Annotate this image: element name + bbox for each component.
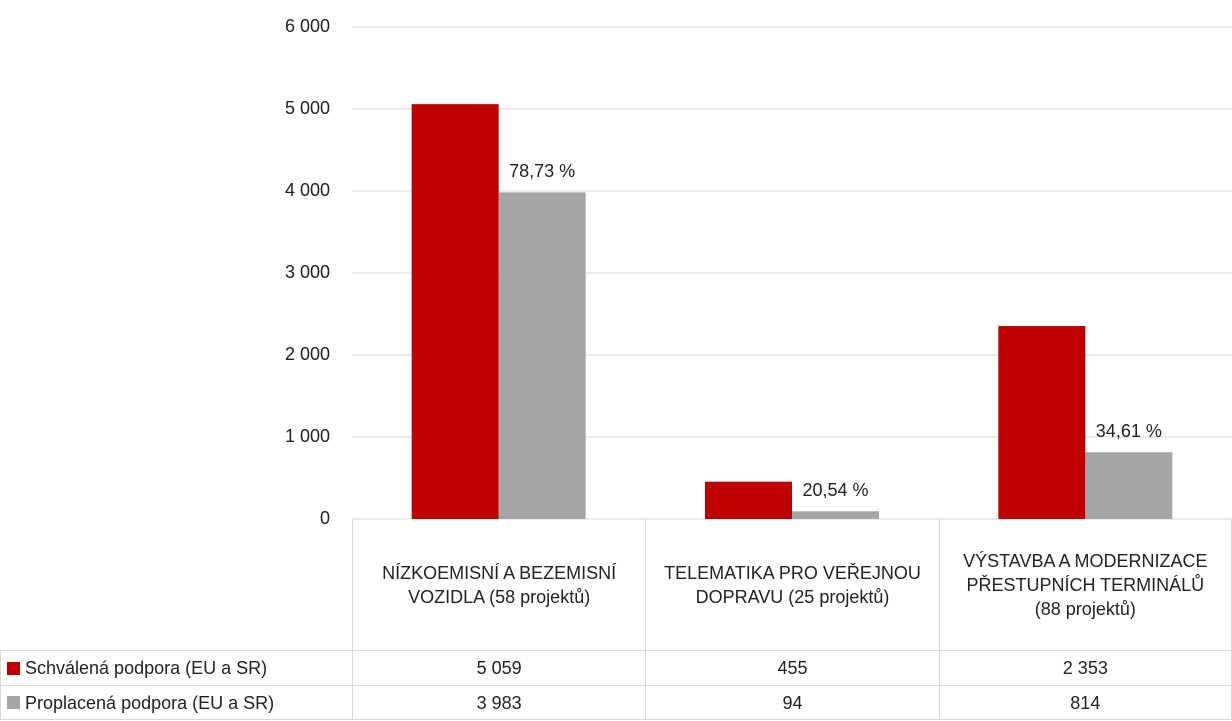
legend-key — [7, 696, 20, 709]
y-tick-label: 3 000 — [285, 262, 330, 282]
y-tick-label: 5 000 — [285, 98, 330, 118]
bar-annotation: 20,54 % — [802, 480, 868, 500]
table-value: 455 — [645, 650, 939, 685]
category-label: TELEMATIKA PRO VEŘEJNOU DOPRAVU (25 proj… — [645, 519, 938, 650]
table-value: 2 353 — [938, 650, 1232, 685]
legend-entry: Schválená podpora (EU a SR) — [0, 650, 352, 685]
table-value: 94 — [645, 685, 939, 720]
bar — [998, 326, 1086, 519]
bar — [705, 481, 792, 519]
legend-label: Schválená podpora (EU a SR) — [25, 658, 268, 678]
bar-annotation: 78,73 % — [509, 161, 575, 181]
y-tick-label: 2 000 — [285, 344, 330, 364]
category-label: VÝSTAVBA A MODERNIZACE PŘESTUPNÍCH TERMI… — [938, 519, 1232, 650]
y-tick-label: 4 000 — [285, 180, 330, 200]
bar — [1085, 452, 1173, 519]
legend-entry: Proplacená podpora (EU a SR) — [0, 685, 352, 720]
legend-label: Proplacená podpora (EU a SR) — [25, 692, 275, 713]
legend-key — [7, 661, 20, 675]
y-tick-label: 6 000 — [285, 16, 330, 36]
category-label: NÍZKOEMISNÍ A BEZEMISNÍ VOZIDLA (58 proj… — [352, 519, 645, 650]
table-value: 5 059 — [352, 650, 646, 685]
y-tick-label: 1 000 — [285, 426, 330, 446]
table-value: 814 — [938, 685, 1232, 720]
table-value: 3 983 — [352, 685, 646, 720]
y-tick-label: 0 — [320, 508, 330, 528]
bar — [411, 104, 499, 520]
bar-annotation: 34,61 % — [1096, 421, 1162, 441]
bar — [792, 511, 879, 519]
bar — [498, 192, 586, 520]
